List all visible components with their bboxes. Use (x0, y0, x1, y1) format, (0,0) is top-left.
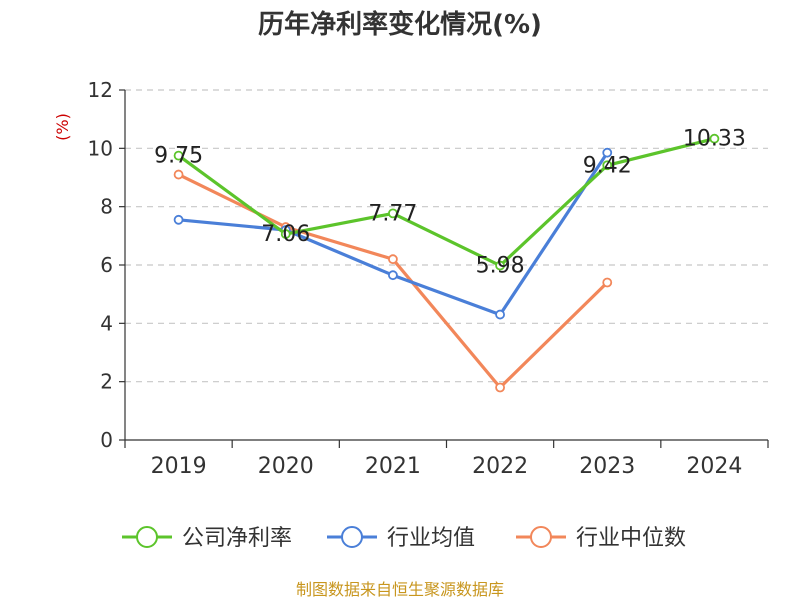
series-1 (173, 147, 613, 320)
x-tick-label-2023: 2023 (579, 454, 635, 479)
series-0-point-2024 (709, 133, 720, 144)
y-tick-label-4: 4 (100, 311, 113, 335)
series-2-point-2019 (173, 169, 184, 180)
data-label-2022: 5.98 (476, 254, 525, 279)
data-label-2019: 9.75 (154, 144, 203, 169)
series-0-point-2019 (173, 150, 184, 161)
axes: 0 2 4 6 8 10 12 2019 2020 2021 2022 2023 2024 (88, 78, 769, 479)
legend-label-1: 行业均值 (387, 526, 475, 551)
data-label-2023: 9.42 (583, 153, 632, 178)
legend: 公司净利率 行业均值 行业中位数 (122, 526, 686, 551)
x-tick-label-2019: 2019 (151, 454, 207, 479)
x-tick-label-2021: 2021 (365, 454, 421, 479)
y-tick-label-12: 12 (88, 78, 113, 102)
y-tick-label-0: 0 (100, 428, 113, 452)
x-tick-label-2022: 2022 (472, 454, 528, 479)
x-tick-label-2020: 2020 (258, 454, 314, 479)
legend-label-2: 行业中位数 (576, 526, 686, 551)
series-layer (173, 133, 720, 393)
series-1-point-2021 (388, 270, 398, 281)
data-label-2024: 10.33 (683, 127, 746, 152)
chart-title: 历年净利率变化情况(%) (258, 9, 542, 40)
legend-marker-1 (341, 526, 363, 548)
legend-marker-2 (530, 526, 552, 548)
y-tick-label-10: 10 (88, 136, 113, 160)
series-0-point-2021 (388, 208, 398, 219)
y-tick-label-2: 2 (100, 370, 113, 394)
data-labels: 9.75 7.06 7.77 5.98 9.42 10.33 (154, 127, 746, 279)
data-label-2020: 7.06 (261, 222, 310, 247)
legend-label-0: 公司净利率 (182, 526, 292, 551)
x-tick-label-2024: 2024 (686, 454, 742, 479)
grid-lines (125, 89, 768, 383)
data-source-note: 制图数据来自恒生聚源数据库 (296, 580, 504, 599)
series-line-0 (177, 137, 717, 268)
series-2-point-2021 (388, 254, 398, 265)
y-tick-label-6: 6 (100, 253, 113, 277)
legend-item-2: 行业中位数 (516, 526, 686, 551)
series-1-point-2019 (173, 214, 184, 225)
series-1-point-2023 (602, 147, 613, 158)
y-tick-label-8: 8 (100, 195, 113, 219)
data-label-2021: 7.77 (368, 201, 417, 226)
series-0-point-2023 (602, 160, 613, 171)
legend-item-1: 行业均值 (327, 526, 475, 551)
series-0 (173, 133, 720, 271)
series-0-point-2022 (495, 260, 505, 271)
series-2-point-2023 (602, 277, 613, 288)
legend-item-0: 公司净利率 (122, 526, 292, 551)
series-2-point-2022 (495, 382, 505, 393)
legend-marker-0 (136, 526, 158, 548)
y-axis-unit-label: (%) (53, 113, 72, 141)
series-1-point-2022 (495, 309, 505, 320)
series-line-1 (177, 151, 609, 317)
series-0-point-2020 (280, 229, 291, 239)
